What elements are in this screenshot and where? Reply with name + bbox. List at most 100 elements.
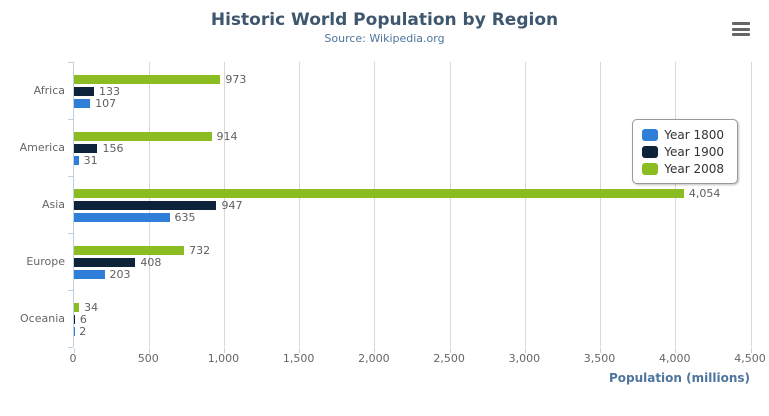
- burger-bar: [732, 27, 750, 31]
- bar-year-2008-europe[interactable]: [74, 246, 185, 255]
- x-axis-tick-label: 1,000: [207, 352, 240, 365]
- x-axis-tick: [299, 348, 301, 353]
- bar-value-label: 2: [79, 325, 87, 338]
- burger-bar: [732, 22, 750, 25]
- x-axis-tick-label: 0: [69, 352, 77, 365]
- x-axis-tick-label: 2,500: [433, 352, 465, 365]
- category-row-africa: Africa 973 133 107: [34, 62, 751, 119]
- legend: Year 1800 Year 1900 Year 2008: [632, 119, 738, 184]
- gridline: [299, 62, 301, 347]
- bar-line: 34: [74, 302, 769, 313]
- legend-label: Year 1900: [664, 144, 724, 159]
- bar-year-1900-europe[interactable]: [74, 258, 136, 267]
- bar-line: 133: [74, 85, 769, 98]
- bar-line: 914: [74, 130, 769, 143]
- bar-line: 4,054: [74, 187, 769, 200]
- category-label: America: [19, 141, 65, 154]
- gridline: [675, 62, 677, 347]
- bar-line: 408: [74, 256, 769, 269]
- x-axis-tick: [449, 348, 451, 353]
- bar-year-1900-asia[interactable]: [74, 201, 217, 210]
- y-axis-tick: [68, 119, 73, 120]
- x-axis-tick: [675, 348, 677, 353]
- legend-label: Year 2008: [664, 161, 724, 176]
- x-axis-tick-label: 500: [137, 352, 159, 365]
- legend-item-year-1800[interactable]: Year 1800: [642, 126, 724, 143]
- legend-swatch: [642, 145, 659, 158]
- chart-title: Historic World Population by Region: [210, 10, 559, 30]
- bar-value-label: 914: [216, 130, 238, 143]
- bar-line: 947: [74, 199, 769, 212]
- bar-year-1900-africa[interactable]: [74, 87, 94, 96]
- bar-line: 2: [74, 325, 769, 338]
- bar-year-1800-europe[interactable]: [74, 270, 105, 279]
- x-axis-tick: [750, 348, 752, 353]
- x-axis-tick: [600, 348, 602, 353]
- x-axis-tick: [73, 348, 75, 353]
- x-axis-tick-label: 1,500: [282, 352, 315, 365]
- y-axis-tick: [68, 290, 73, 291]
- x-axis-title: Population (millions): [608, 371, 750, 385]
- bar-year-2008-asia[interactable]: [74, 189, 684, 198]
- y-axis-tick: [68, 233, 73, 234]
- category-label: Oceania: [20, 312, 65, 325]
- legend-swatch: [642, 128, 659, 141]
- bar-line: 203: [74, 268, 769, 281]
- bar-value-label: 947: [221, 199, 243, 212]
- gridline: [223, 62, 225, 347]
- bar-line: 973: [74, 74, 769, 85]
- legend-item-year-2008[interactable]: Year 2008: [642, 160, 724, 177]
- bar-value-label: 732: [189, 244, 211, 257]
- bar-line: 156: [74, 142, 769, 155]
- category-row-asia: Asia 4,054 947 635: [42, 176, 751, 233]
- bar-value-label: 156: [102, 142, 124, 155]
- x-axis-tick: [223, 348, 225, 353]
- bar-value-label: 408: [140, 256, 162, 269]
- x-axis-tick: [148, 348, 150, 353]
- x-axis-tick: [524, 348, 526, 353]
- x-axis-tick-label: 2,000: [358, 352, 390, 365]
- bar-year-1900-oceania[interactable]: [74, 315, 75, 324]
- bar-value-label: 107: [95, 97, 117, 110]
- bar-value-label: 4,054: [688, 187, 721, 200]
- x-axis-tick-label: 4,500: [734, 352, 766, 365]
- bar-line: 635: [74, 211, 769, 224]
- x-axis-tick-label: 3,000: [508, 352, 541, 365]
- gridline: [600, 62, 602, 347]
- plot-area: Africa 973 133 107 America 914 156 31 Asia 4,054 9…: [20, 62, 752, 353]
- legend-item-year-1900[interactable]: Year 1900: [642, 143, 724, 160]
- bar-value-label: 31: [83, 154, 98, 167]
- category-label: Africa: [33, 84, 65, 97]
- gridline: [524, 62, 526, 347]
- bar-year-2008-america[interactable]: [74, 132, 212, 141]
- bar-line: 732: [74, 244, 769, 257]
- legend-swatch: [642, 162, 659, 175]
- y-axis-tick: [68, 62, 73, 63]
- bar-value-label: 203: [109, 268, 131, 281]
- burger-menu-icon[interactable]: [732, 22, 750, 36]
- bar-value-label: 6: [79, 313, 87, 326]
- bar-line: 31: [74, 154, 769, 167]
- bar-value-label: 635: [174, 211, 196, 224]
- gridline: [750, 62, 752, 347]
- x-axis-tick-label: 4,000: [659, 352, 691, 365]
- x-axis-tick: [374, 348, 376, 353]
- bar-value-label: 133: [99, 85, 120, 98]
- bar-line: 6: [74, 313, 769, 326]
- bar-year-1800-america[interactable]: [74, 156, 79, 165]
- category-row-america: America 914 156 31: [20, 119, 751, 176]
- category-label: Asia: [41, 198, 65, 211]
- legend-label: Year 1800: [664, 127, 724, 142]
- y-axis-tick: [68, 347, 73, 348]
- burger-bar: [732, 33, 750, 36]
- category-row-europe: Europe 732 408 203: [26, 233, 751, 290]
- bar-year-1800-asia[interactable]: [74, 213, 170, 222]
- bar-year-2008-oceania[interactable]: [74, 303, 80, 312]
- bar-year-1800-africa[interactable]: [74, 99, 91, 108]
- bar-year-2008-africa[interactable]: [74, 75, 221, 84]
- chart-subtitle: Source: Wikipedia.org: [324, 32, 445, 45]
- x-axis-tick-label: 3,500: [583, 352, 616, 365]
- x-axis-labels: 0 500 1,000 1,500 2,000 2,500 3,000 3,500 4,000 4…: [69, 352, 766, 366]
- bar-year-1900-america[interactable]: [74, 144, 98, 153]
